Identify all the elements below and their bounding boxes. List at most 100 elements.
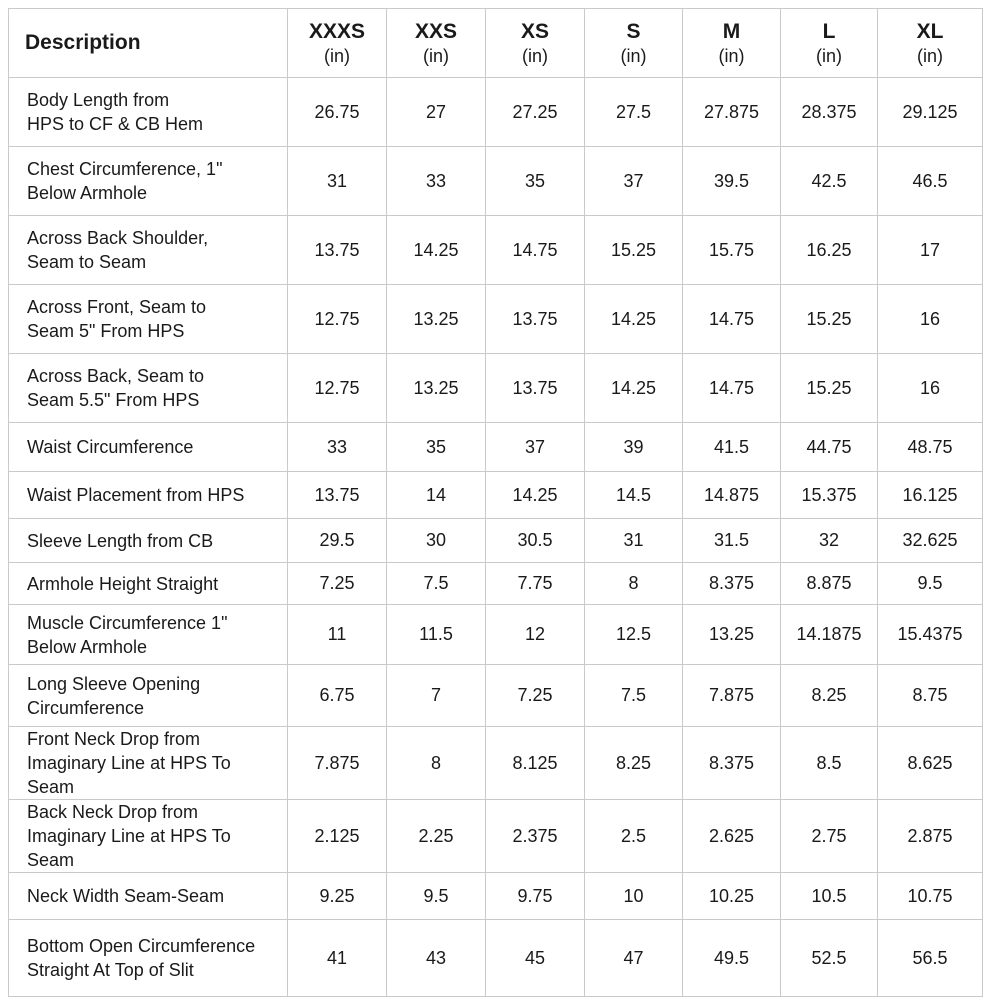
description-line: Imaginary Line at HPS To Seam bbox=[27, 826, 231, 870]
measurement-value: 10.5 bbox=[780, 872, 878, 920]
measurement-value: 14.75 bbox=[682, 284, 781, 354]
measurement-value: 30 bbox=[386, 518, 486, 563]
measurement-value: 11.5 bbox=[386, 604, 486, 665]
measurement-description: Neck Width Seam-Seam bbox=[8, 872, 288, 920]
table-row: Neck Width Seam-Seam 9.25 9.5 9.75 10 10.25 10… bbox=[8, 872, 983, 920]
table-row: Front Neck Drop from Imaginary Line at HP… bbox=[8, 726, 983, 800]
measurement-value: 27 bbox=[386, 77, 486, 147]
measurement-value: 2.625 bbox=[682, 799, 781, 873]
measurement-description: Across Back Shoulder, Seam to Seam bbox=[8, 215, 288, 285]
measurement-value: 6.75 bbox=[287, 664, 387, 727]
measurement-value: 7.875 bbox=[682, 664, 781, 727]
measurement-value: 15.375 bbox=[780, 471, 878, 519]
description-line: Straight At Top of Slit bbox=[27, 960, 194, 980]
description-line: Below Armhole bbox=[27, 183, 148, 203]
unit-label: (in) bbox=[816, 45, 842, 66]
description-header: Description bbox=[8, 8, 288, 78]
measurement-value: 15.25 bbox=[584, 215, 683, 285]
measurement-value: 45 bbox=[485, 919, 585, 997]
description-line: Neck Width Seam-Seam bbox=[27, 886, 225, 906]
measurement-value: 10.75 bbox=[877, 872, 983, 920]
measurement-value: 14.5 bbox=[584, 471, 683, 519]
measurement-value: 15.25 bbox=[780, 353, 878, 423]
description-line: Armhole Height Straight bbox=[27, 573, 219, 594]
measurement-value: 9.5 bbox=[386, 872, 486, 920]
measurement-value: 30.5 bbox=[485, 518, 585, 563]
description-line: Circumference bbox=[27, 697, 145, 718]
measurement-value: 16.125 bbox=[877, 471, 983, 519]
measurement-description: Sleeve Length from CB bbox=[8, 518, 288, 563]
unit-label: (in) bbox=[324, 45, 350, 66]
measurement-value: 8.625 bbox=[877, 726, 983, 800]
measurement-value: 12 bbox=[485, 604, 585, 665]
size-label: XXXS bbox=[308, 19, 366, 43]
description-line: Waist Placement from HPS bbox=[27, 485, 245, 505]
measurement-value: 9.75 bbox=[485, 872, 585, 920]
measurement-value: 12.5 bbox=[584, 604, 683, 665]
description-line: Body Length from bbox=[27, 90, 170, 110]
measurement-value: 12.75 bbox=[287, 353, 387, 423]
description-line: Sleeve Length from CB bbox=[27, 530, 214, 551]
measurement-value: 13.75 bbox=[485, 284, 585, 354]
measurement-value: 35 bbox=[485, 146, 585, 216]
measurement-value: 42.5 bbox=[780, 146, 878, 216]
measurement-value: 8.75 bbox=[877, 664, 983, 727]
table-row: Across Back, Seam to Seam 5.5" From HPS 12… bbox=[8, 353, 983, 423]
size-label: XXS bbox=[414, 19, 458, 43]
table-row: Armhole Height Straight 7.25 7.5 7.75 8 8.375… bbox=[8, 562, 983, 605]
size-label: M bbox=[722, 19, 741, 43]
measurement-value: 16 bbox=[877, 284, 983, 354]
measurement-value: 33 bbox=[386, 146, 486, 216]
measurement-value: 13.75 bbox=[485, 353, 585, 423]
measurement-description: Back Neck Drop from Imaginary Line at HPS… bbox=[8, 799, 288, 873]
measurement-value: 8 bbox=[584, 562, 683, 605]
measurement-description: Armhole Height Straight bbox=[8, 562, 288, 605]
size-header-xl: XL (in) bbox=[877, 8, 983, 78]
size-header-l: L (in) bbox=[780, 8, 878, 78]
measurement-value: 8.5 bbox=[780, 726, 878, 800]
measurement-value: 48.75 bbox=[877, 422, 983, 472]
description-line: Chest Circumference, 1" bbox=[27, 159, 223, 179]
unit-label: (in) bbox=[917, 45, 943, 66]
size-header-s: S (in) bbox=[584, 8, 683, 78]
size-label: L bbox=[822, 19, 836, 43]
measurement-value: 43 bbox=[386, 919, 486, 997]
measurement-value: 8.375 bbox=[682, 562, 781, 605]
description-line: Seam 5" From HPS bbox=[27, 321, 185, 341]
description-line: Front Neck Drop from bbox=[27, 729, 201, 749]
measurement-value: 8.25 bbox=[584, 726, 683, 800]
measurement-description: Across Front, Seam to Seam 5" From HPS bbox=[8, 284, 288, 354]
measurement-value: 16 bbox=[877, 353, 983, 423]
measurement-value: 14.25 bbox=[386, 215, 486, 285]
measurement-value: 7.875 bbox=[287, 726, 387, 800]
table-row: Back Neck Drop from Imaginary Line at HPS… bbox=[8, 799, 983, 873]
measurement-value: 9.25 bbox=[287, 872, 387, 920]
measurement-value: 27.5 bbox=[584, 77, 683, 147]
table-row: Chest Circumference, 1" Below Armhole 31 33… bbox=[8, 146, 983, 216]
table-row: Body Length from HPS to CF & CB Hem 26.75 2… bbox=[8, 77, 983, 147]
measurement-value: 15.75 bbox=[682, 215, 781, 285]
size-chart-table: Description XXXS (in) XXS (in) XS (in) S… bbox=[8, 8, 983, 997]
measurement-value: 8 bbox=[386, 726, 486, 800]
size-label: XS bbox=[520, 19, 549, 43]
measurement-value: 13.75 bbox=[287, 471, 387, 519]
measurement-value: 32 bbox=[780, 518, 878, 563]
description-line: HPS to CF & CB Hem bbox=[27, 114, 204, 134]
table-row: Bottom Open Circumference Straight At Top… bbox=[8, 919, 983, 997]
measurement-value: 14.75 bbox=[485, 215, 585, 285]
measurement-value: 13.25 bbox=[682, 604, 781, 665]
description-line: Back Neck Drop from bbox=[27, 802, 199, 822]
measurement-value: 35 bbox=[386, 422, 486, 472]
measurement-value: 13.25 bbox=[386, 284, 486, 354]
measurement-value: 13.25 bbox=[386, 353, 486, 423]
measurement-value: 47 bbox=[584, 919, 683, 997]
size-label: S bbox=[626, 19, 641, 43]
measurement-value: 39.5 bbox=[682, 146, 781, 216]
measurement-description: Body Length from HPS to CF & CB Hem bbox=[8, 77, 288, 147]
measurement-description: Across Back, Seam to Seam 5.5" From HPS bbox=[8, 353, 288, 423]
measurement-value: 29.5 bbox=[287, 518, 387, 563]
measurement-value: 10 bbox=[584, 872, 683, 920]
measurement-value: 2.75 bbox=[780, 799, 878, 873]
measurement-value: 2.125 bbox=[287, 799, 387, 873]
measurement-value: 8.375 bbox=[682, 726, 781, 800]
